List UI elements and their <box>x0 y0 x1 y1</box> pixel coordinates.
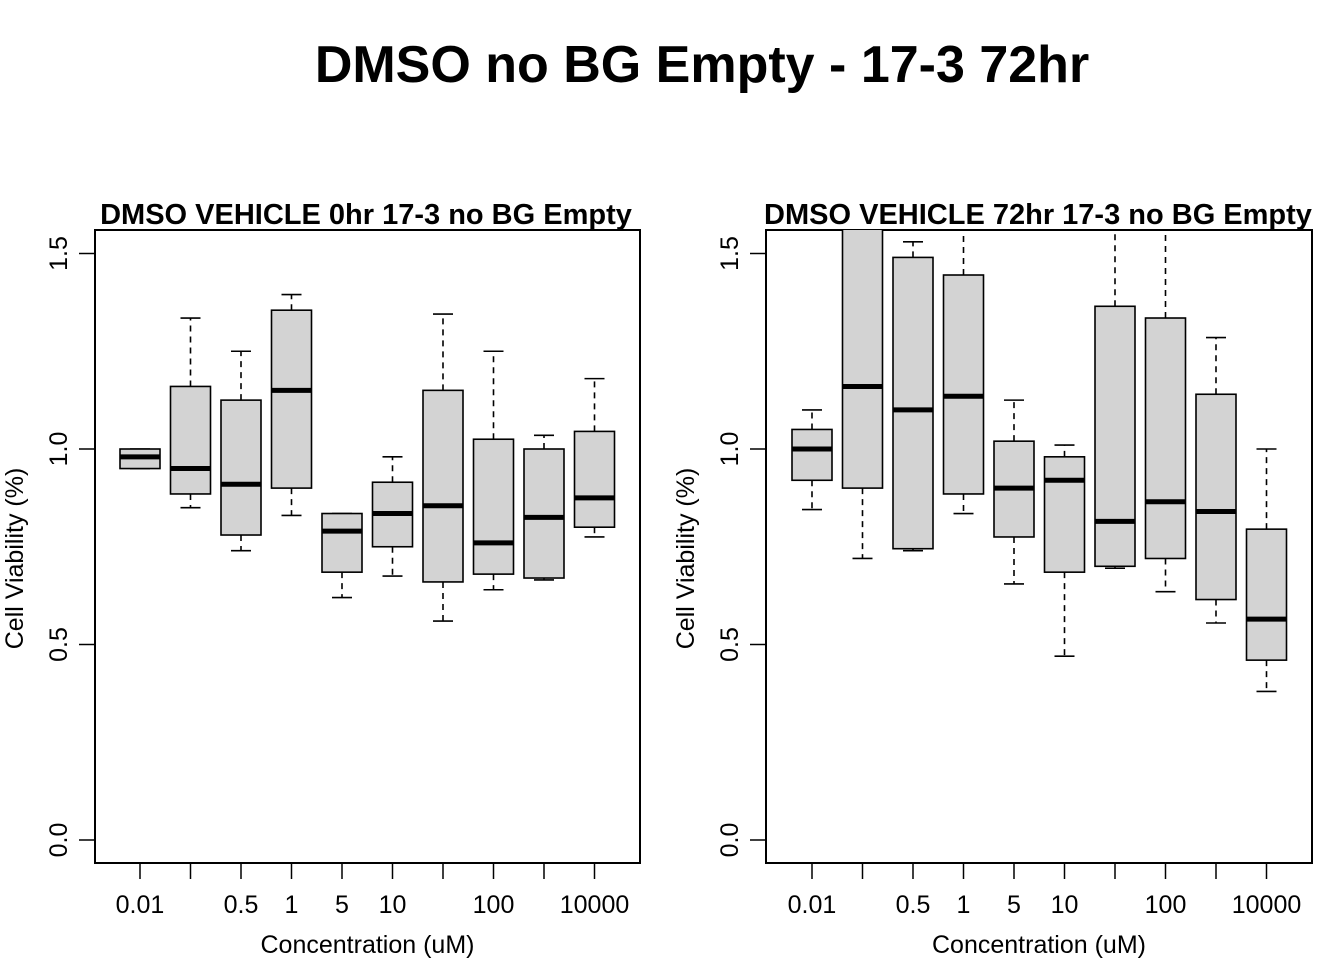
box-body <box>1043 456 1086 573</box>
box-body <box>321 512 363 573</box>
box-50 <box>1094 230 1136 570</box>
box-body <box>523 448 565 579</box>
box-body <box>841 230 884 489</box>
y-tick-label: 1.5 <box>716 236 744 271</box>
box-0.5 <box>220 350 262 552</box>
x-tick-label: 0.5 <box>896 891 931 919</box>
y-tick-label: 0.0 <box>716 823 744 858</box>
x-tick-label: 10 <box>1051 891 1079 919</box>
box-0.01 <box>791 409 833 511</box>
box-10 <box>1043 444 1086 658</box>
y-tick-label: 1.5 <box>45 236 73 271</box>
y-tick-label: 1.0 <box>716 432 744 467</box>
y-tick-label: 0.0 <box>45 823 73 858</box>
box-body <box>422 389 464 583</box>
plot-frame <box>94 229 641 864</box>
x-axis-label: Concentration (uM) <box>261 931 475 959</box>
y-axis-label: Cell Viability (%) <box>672 468 700 650</box>
box-1 <box>270 293 313 517</box>
box-body <box>892 256 934 550</box>
x-tick-label: 10000 <box>560 891 630 919</box>
box-1000 <box>1195 336 1237 624</box>
box-body <box>1195 393 1237 601</box>
y-tick-label: 1.0 <box>45 432 73 467</box>
box-10 <box>371 456 414 577</box>
figure-title: DMSO no BG Empty - 17-3 72hr <box>315 36 1089 94</box>
x-tick-label: 1 <box>957 891 971 919</box>
x-tick-label: 5 <box>335 891 349 919</box>
box-5 <box>993 399 1035 585</box>
box-0.5 <box>892 240 934 552</box>
box-1000 <box>523 434 565 581</box>
panel-title: DMSO VEHICLE 72hr 17-3 no BG Empty <box>764 199 1312 231</box>
box-1 <box>942 230 985 515</box>
box-body <box>573 430 616 528</box>
box-0.1 <box>841 230 884 560</box>
x-tick-label: 0.01 <box>116 891 165 919</box>
plot-frame <box>765 229 1313 864</box>
box-body <box>220 399 262 536</box>
x-axis-label: Concentration (uM) <box>932 931 1146 959</box>
y-axis-label: Cell Viability (%) <box>1 468 29 650</box>
y-tick-label: 0.5 <box>45 627 73 662</box>
box-5 <box>321 512 363 599</box>
x-tick-label: 1 <box>285 891 299 919</box>
panel-left: DMSO VEHICLE 0hr 17-3 no BG Empty 0.0 0.5 1… <box>1 199 641 959</box>
x-tick-label: 0.5 <box>224 891 259 919</box>
boxes <box>791 230 1288 693</box>
box-body <box>791 428 833 482</box>
box-body <box>1094 305 1136 568</box>
x-tick-label: 100 <box>473 891 515 919</box>
x-tick-label: 5 <box>1007 891 1021 919</box>
box-10000 <box>573 377 616 538</box>
box-body <box>270 309 313 489</box>
box-0.1 <box>169 317 212 509</box>
x-tick-label: 10000 <box>1232 891 1302 919</box>
boxes <box>119 293 616 622</box>
box-body <box>1245 528 1288 661</box>
box-body <box>1144 317 1187 560</box>
box-100 <box>1144 230 1187 593</box>
box-0.01 <box>119 448 161 470</box>
x-tick-label: 0.01 <box>788 891 837 919</box>
box-body <box>472 438 515 575</box>
x-tick-label: 100 <box>1145 891 1187 919</box>
box-100 <box>472 350 515 591</box>
panel-title: DMSO VEHICLE 0hr 17-3 no BG Empty <box>100 199 632 231</box>
box-body <box>942 274 985 495</box>
box-50 <box>422 313 464 622</box>
y-tick-label: 0.5 <box>716 627 744 662</box>
box-10000 <box>1245 448 1288 693</box>
box-body <box>169 385 212 495</box>
x-tick-label: 10 <box>379 891 407 919</box>
panel-right: DMSO VEHICLE 72hr 17-3 no BG Empty 0.0 0.5… <box>672 199 1313 959</box>
